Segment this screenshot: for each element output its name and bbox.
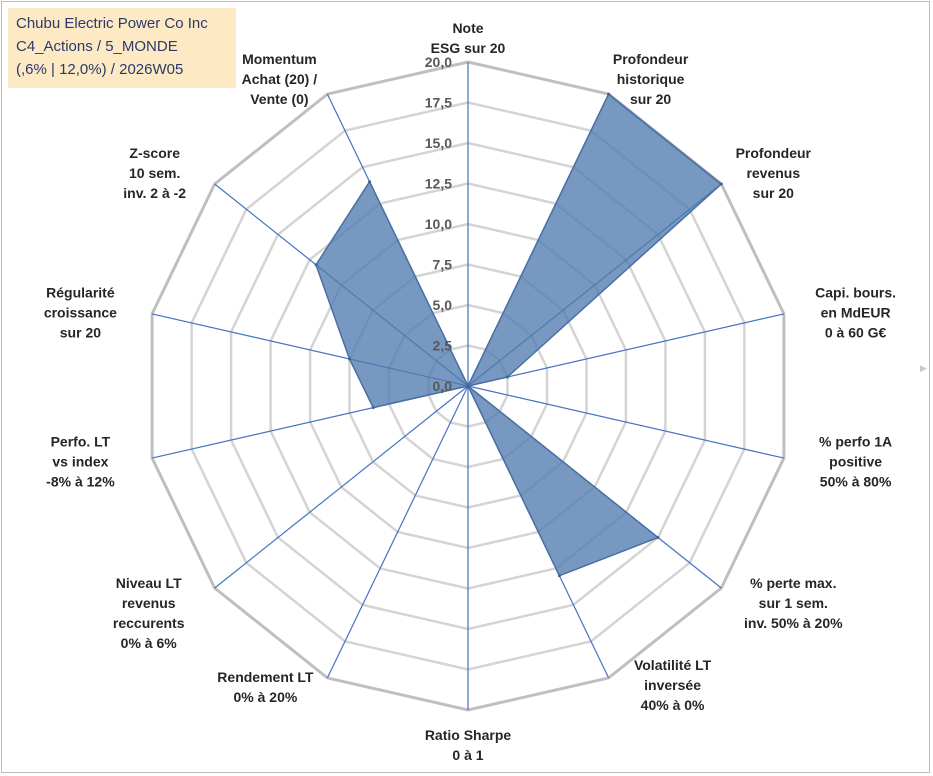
tick-label-7: 17,5 bbox=[425, 95, 452, 111]
series-point-3 bbox=[506, 375, 509, 379]
axis-label-9-line-0: Niveau LT bbox=[116, 575, 182, 591]
axis-label-10-line-1: vs index bbox=[52, 453, 108, 469]
spoke-4 bbox=[467, 385, 785, 459]
tick-label-3: 7,5 bbox=[433, 257, 453, 273]
axis-label-10-line-2: -8% à 12% bbox=[46, 473, 115, 489]
axis-label-2-line-2: sur 20 bbox=[753, 185, 794, 201]
series-point-10 bbox=[371, 406, 375, 410]
series-point-11 bbox=[348, 357, 351, 361]
title-line-period: (,6% | 12,0%) / 2026W05 bbox=[16, 61, 184, 78]
tick-label-4: 10,0 bbox=[425, 216, 452, 232]
axis-label-12-line-2: inv. 2 à -2 bbox=[123, 185, 186, 201]
axis-label-7-line-0: Ratio Sharpe bbox=[425, 727, 512, 743]
axis-label-0-line-1: ESG sur 20 bbox=[431, 40, 506, 56]
axis-label-6: Volatilité LT inversée 40% à 0% bbox=[634, 657, 712, 713]
spoke-8 bbox=[326, 385, 469, 679]
axis-label-1-line-2: sur 20 bbox=[630, 91, 671, 107]
axis-label-3-line-0: Capi. bours. bbox=[815, 285, 896, 301]
axis-label-13-line-1: Achat (20) / bbox=[242, 71, 318, 87]
axis-label-9-line-1: revenus bbox=[122, 595, 176, 611]
axis-label-1: Profondeur historique sur 20 bbox=[613, 51, 689, 107]
tick-label-1: 2,5 bbox=[433, 338, 453, 354]
axis-label-9: Niveau LT revenus reccurents 0% à 6% bbox=[113, 575, 185, 651]
axis-label-1-line-1: historique bbox=[617, 71, 685, 87]
tick-label-0: 0,0 bbox=[433, 378, 453, 394]
tick-label-2: 5,0 bbox=[433, 297, 453, 313]
axis-label-6-line-0: Volatilité LT bbox=[634, 657, 712, 673]
spoke-9 bbox=[214, 385, 469, 589]
axis-label-5: % perte max. sur 1 sem. inv. 50% à 20% bbox=[744, 575, 843, 631]
axis-label-1-line-0: Profondeur bbox=[613, 51, 689, 67]
series-area bbox=[315, 92, 723, 577]
radar-axis-labels: Note ESG sur 20 Profondeur historique sur 20… bbox=[44, 20, 896, 763]
scroll-indicator-icon: ▶ bbox=[920, 364, 927, 374]
axis-label-11-line-0: Régularité bbox=[46, 285, 115, 301]
axis-label-3-line-1: en MdEUR bbox=[821, 305, 891, 321]
axis-label-5-line-0: % perte max. bbox=[750, 575, 836, 591]
axis-label-3-line-2: 0 à 60 G€ bbox=[825, 325, 887, 341]
series-point-1 bbox=[607, 92, 611, 96]
axis-label-7: Ratio Sharpe 0 à 1 bbox=[425, 727, 512, 763]
series-point-2 bbox=[719, 182, 723, 186]
axis-label-0: Note ESG sur 20 bbox=[431, 20, 506, 56]
tick-label-6: 15,0 bbox=[425, 135, 452, 151]
axis-label-4-line-0: % perfo 1A bbox=[819, 433, 892, 449]
series-point-6 bbox=[557, 574, 561, 578]
axis-label-0-line-0: Note bbox=[452, 20, 483, 36]
axis-label-7-line-1: 0 à 1 bbox=[452, 747, 483, 763]
axis-label-8-line-0: Rendement LT bbox=[217, 669, 314, 685]
chart-title: Chubu Electric Power Co Inc C4_Actions /… bbox=[8, 8, 236, 88]
axis-label-6-line-2: 40% à 0% bbox=[641, 697, 705, 713]
tick-label-5: 12,5 bbox=[425, 176, 452, 192]
axis-label-9-line-3: 0% à 6% bbox=[121, 635, 178, 651]
series-point-9 bbox=[466, 384, 470, 388]
axis-label-13: Momentum Achat (20) / Vente (0) bbox=[242, 51, 318, 107]
axis-label-4: % perfo 1A positive 50% à 80% bbox=[819, 433, 892, 489]
axis-label-3: Capi. bours. en MdEUR 0 à 60 G€ bbox=[815, 285, 896, 341]
radar-series bbox=[314, 92, 723, 578]
series-point-5 bbox=[656, 536, 660, 539]
axis-label-8-line-1: 0% à 20% bbox=[233, 689, 297, 705]
series-point-12 bbox=[314, 263, 318, 267]
axis-label-12: Z-score 10 sem. inv. 2 à -2 bbox=[123, 145, 186, 201]
axis-label-11: Régularité croissance sur 20 bbox=[44, 285, 117, 341]
axis-label-4-line-1: positive bbox=[829, 453, 882, 469]
axis-label-11-line-1: croissance bbox=[44, 305, 117, 321]
axis-label-6-line-1: inversée bbox=[644, 677, 701, 693]
axis-label-5-line-1: sur 1 sem. bbox=[759, 595, 828, 611]
axis-label-2: Profondeur revenus sur 20 bbox=[736, 145, 812, 201]
radar-tick-labels: 0,0 2,5 5,0 7,5 10,0 12,5 15,0 17,5 20,0 bbox=[425, 54, 452, 394]
axis-label-5-line-2: inv. 50% à 20% bbox=[744, 615, 843, 631]
axis-label-2-line-1: revenus bbox=[746, 165, 800, 181]
axis-label-12-line-0: Z-score bbox=[129, 145, 180, 161]
tick-label-8: 20,0 bbox=[425, 54, 452, 70]
axis-label-8: Rendement LT 0% à 20% bbox=[217, 669, 314, 705]
title-line-company: Chubu Electric Power Co Inc bbox=[16, 15, 208, 32]
axis-label-13-line-2: Vente (0) bbox=[250, 91, 308, 107]
axis-label-4-line-2: 50% à 80% bbox=[820, 473, 892, 489]
axis-label-13-line-0: Momentum bbox=[242, 51, 317, 67]
axis-label-10: Perfo. LT vs index -8% à 12% bbox=[46, 433, 115, 489]
series-point-13 bbox=[368, 180, 372, 184]
axis-label-2-line-0: Profondeur bbox=[736, 145, 812, 161]
axis-label-10-line-0: Perfo. LT bbox=[51, 433, 111, 449]
axis-label-11-line-2: sur 20 bbox=[60, 325, 101, 341]
title-line-category: C4_Actions / 5_MONDE bbox=[16, 38, 178, 55]
axis-label-9-line-2: reccurents bbox=[113, 615, 185, 631]
axis-label-12-line-1: 10 sem. bbox=[129, 165, 180, 181]
spoke-3 bbox=[467, 313, 785, 387]
